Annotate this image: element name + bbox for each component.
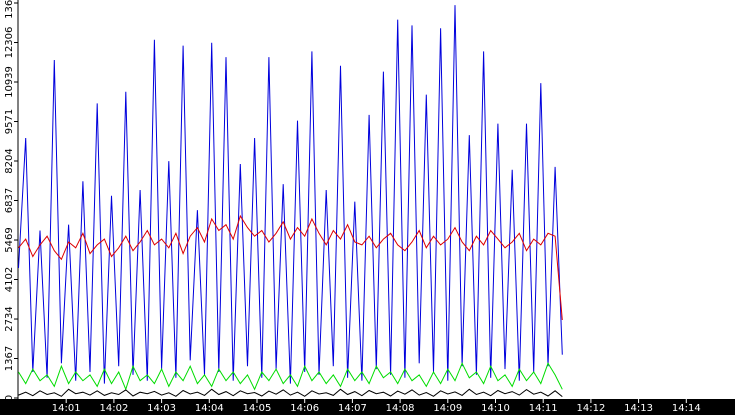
- x-tick-label: 14:03: [147, 403, 176, 414]
- y-tick-label: 6837: [4, 188, 15, 213]
- x-axis-bar: [0, 399, 735, 415]
- y-tick-label: 10939: [4, 66, 15, 98]
- series-line: [18, 388, 563, 397]
- y-tick-label: 5469: [4, 227, 15, 252]
- x-tick-label: 14:05: [243, 403, 272, 414]
- y-tick-label: 9571: [4, 109, 15, 134]
- series-line: [18, 214, 563, 321]
- x-tick-label: 14:12: [576, 403, 605, 414]
- y-tick-label: 1367: [4, 346, 15, 371]
- x-tick-label: 14:02: [99, 403, 128, 414]
- x-tick-label: 14:13: [624, 403, 653, 414]
- x-tick-label: 14:11: [529, 403, 558, 414]
- x-tick-label: 14:01: [52, 403, 81, 414]
- x-tick-label: 14:09: [433, 403, 462, 414]
- series-line: [18, 5, 563, 384]
- y-tick-label: 13674: [4, 0, 15, 19]
- y-tick-label: 4102: [4, 267, 15, 292]
- x-tick-label: 14:14: [672, 403, 701, 414]
- x-tick-label: 14:06: [290, 403, 319, 414]
- series-line: [18, 362, 563, 391]
- x-tick-label: 14:08: [386, 403, 415, 414]
- x-tick-label: 14:04: [195, 403, 224, 414]
- y-tick-label: 8204: [4, 148, 15, 173]
- y-tick-label: 12306: [4, 27, 15, 59]
- y-tick-label: 0: [4, 395, 15, 401]
- x-tick-label: 14:07: [338, 403, 367, 414]
- y-tick-label: 2734: [4, 306, 15, 331]
- x-tick-label: 14:10: [481, 403, 510, 414]
